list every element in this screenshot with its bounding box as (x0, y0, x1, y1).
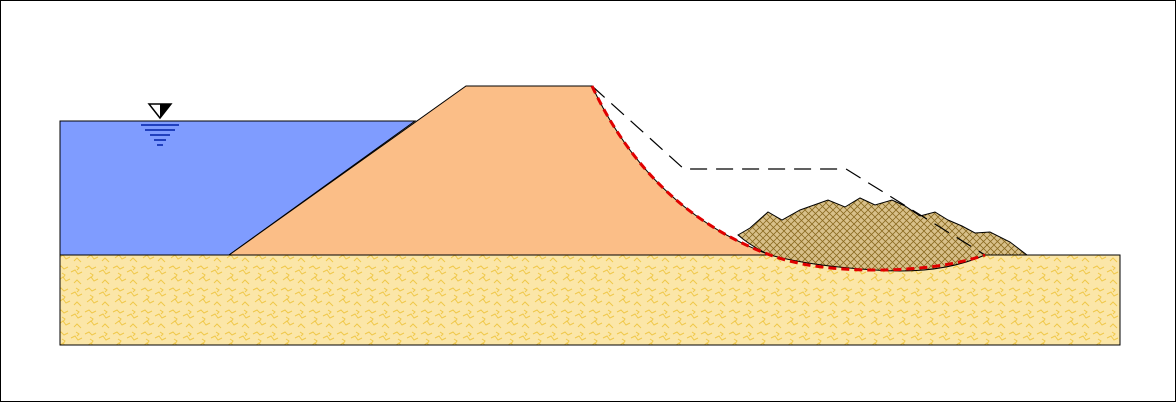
original-slope-profile (591, 85, 986, 256)
slip-surface (590, 85, 986, 272)
water-table-symbol (141, 103, 179, 146)
foundation-layer (59, 254, 1121, 346)
